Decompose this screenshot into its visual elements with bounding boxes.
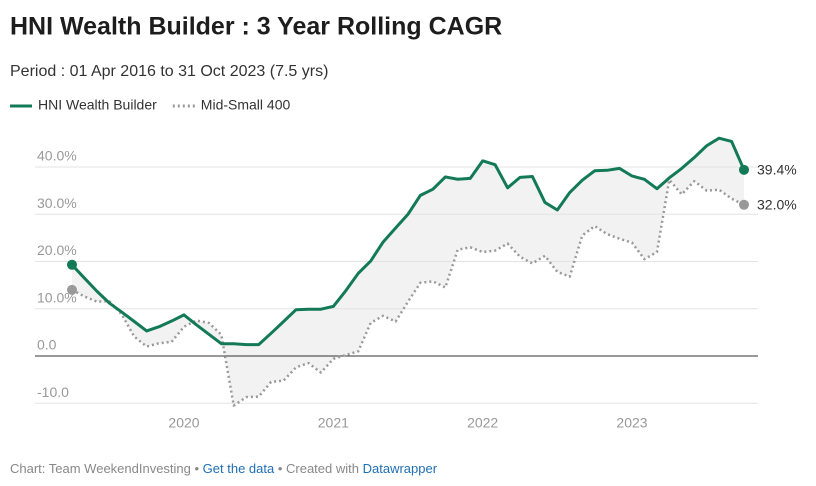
plot-area: 40.0% 30.0% 20.0% 10.0% 0.0 -10.0 2020 2021 2022…	[35, 136, 797, 431]
end-dot	[67, 284, 77, 295]
x-tick-label: 2023	[616, 415, 647, 431]
footer: Chart: Team WeekendInvesting • Get the d…	[10, 461, 438, 476]
end-dot	[739, 199, 749, 210]
legend-label: HNI Wealth Builder	[38, 97, 157, 113]
y-tick-label: 30.0%	[37, 195, 77, 211]
y-tick-label: 40.0%	[37, 148, 77, 164]
legend-item: HNI Wealth Builder	[10, 97, 157, 113]
chart-title: HNI Wealth Builder : 3 Year Rolling CAGR	[10, 13, 502, 41]
end-dot	[739, 164, 749, 175]
footer-link[interactable]: Datawrapper	[363, 461, 438, 476]
legend-label: Mid-Small 400	[201, 97, 291, 113]
x-tick-label: 2020	[168, 415, 199, 431]
value-label: 39.4%	[757, 162, 797, 178]
end-dot	[67, 259, 77, 270]
legend-item: Mid-Small 400	[172, 97, 291, 113]
x-tick-label: 2022	[467, 415, 498, 431]
x-tick-label: 2021	[318, 415, 349, 431]
y-tick-label: 10.0%	[37, 289, 77, 305]
series-line	[70, 136, 746, 347]
y-tick-label: 0.0	[37, 337, 57, 353]
footer-source: Chart: Team WeekendInvesting •	[10, 461, 203, 476]
legend: HNI Wealth Builder Mid-Small 400	[10, 97, 290, 113]
footer-link[interactable]: Get the data	[203, 461, 275, 476]
y-tick-label: -10.0	[37, 384, 69, 400]
series-line	[71, 178, 745, 407]
spread-area	[72, 138, 744, 406]
footer-text: • Created with	[274, 461, 362, 476]
chart-subtitle: Period : 01 Apr 2016 to 31 Oct 2023 (7.5…	[10, 63, 328, 80]
y-tick-label: 20.0%	[37, 242, 77, 258]
value-label: 32.0%	[757, 197, 797, 213]
